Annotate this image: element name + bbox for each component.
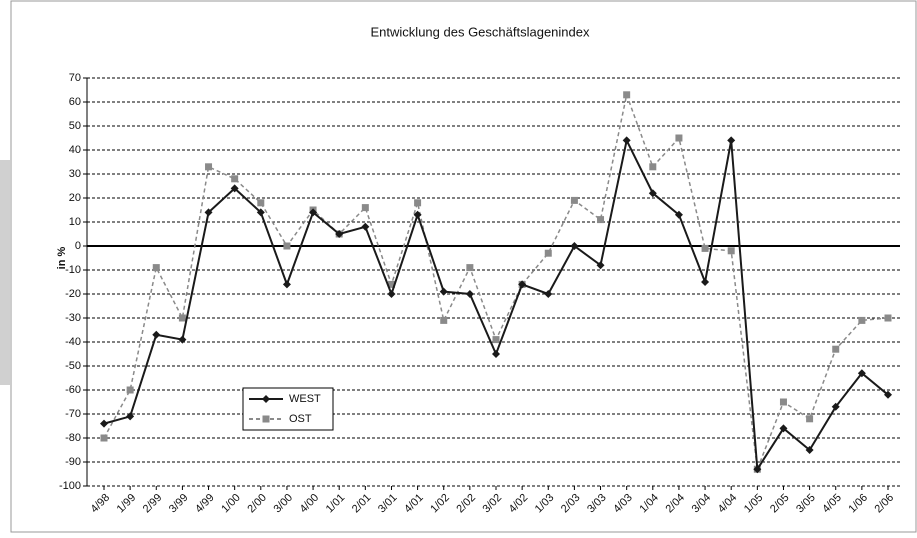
- point: [518, 280, 527, 289]
- point: [387, 280, 395, 288]
- point: [126, 386, 134, 394]
- legend-label: WEST: [289, 393, 321, 405]
- side-bar: [0, 160, 10, 385]
- point: [727, 247, 735, 255]
- point: [544, 290, 553, 298]
- point: [884, 314, 892, 322]
- point: [492, 336, 500, 344]
- point: [832, 345, 840, 353]
- point: [309, 208, 318, 217]
- point: [414, 199, 422, 207]
- point: [858, 316, 866, 324]
- point: [806, 415, 814, 423]
- y-tick-label: 60: [69, 96, 81, 108]
- point: [282, 280, 291, 289]
- y-tick-label: -30: [65, 312, 81, 324]
- point: [152, 330, 161, 339]
- point: [623, 91, 631, 99]
- point: [779, 424, 788, 433]
- point: [492, 350, 500, 358]
- point: [465, 290, 474, 298]
- y-tick-label: 0: [75, 240, 81, 252]
- y-tick-label: 70: [69, 72, 81, 84]
- point: [262, 395, 270, 403]
- point: [230, 184, 239, 193]
- y-tick-label: 20: [69, 192, 81, 204]
- point: [100, 419, 108, 428]
- y-tick-label: 40: [69, 144, 81, 156]
- point: [570, 242, 579, 250]
- point: [178, 335, 187, 344]
- y-tick-label: -90: [65, 456, 81, 468]
- y-tick-label: -20: [65, 288, 81, 300]
- legend-label: OST: [289, 413, 312, 425]
- point: [649, 163, 657, 171]
- point: [622, 136, 631, 145]
- point: [597, 216, 605, 224]
- point: [256, 208, 265, 217]
- y-axis-label: in %: [56, 246, 68, 269]
- point: [779, 398, 787, 406]
- point: [701, 278, 710, 286]
- point: [205, 163, 213, 171]
- y-tick-label: 10: [69, 216, 81, 228]
- point: [257, 199, 265, 207]
- point: [466, 264, 474, 272]
- y-tick-label: -40: [65, 336, 81, 348]
- point: [335, 230, 344, 238]
- point: [361, 204, 369, 212]
- point: [544, 249, 552, 257]
- point: [648, 189, 657, 198]
- point: [805, 446, 814, 454]
- frame: [10, 0, 917, 533]
- y-tick-label: 50: [69, 120, 81, 132]
- point: [100, 434, 108, 442]
- point: [727, 136, 736, 145]
- point: [753, 465, 762, 474]
- point: [884, 390, 892, 399]
- point: [831, 402, 840, 411]
- point: [440, 316, 448, 324]
- point: [570, 196, 578, 204]
- y-tick-label: -60: [65, 384, 81, 396]
- point: [152, 264, 160, 272]
- y-tick-label: -10: [65, 264, 81, 276]
- point: [361, 222, 370, 231]
- point: [262, 415, 270, 423]
- y-tick-label: -50: [65, 360, 81, 372]
- point: [701, 244, 709, 252]
- chart-title: Entwicklung des Geschäftslagenindex: [371, 24, 590, 39]
- point: [126, 412, 135, 421]
- y-tick-label: -100: [59, 480, 81, 492]
- point: [178, 314, 186, 322]
- point: [596, 261, 605, 270]
- y-tick-label: -70: [65, 408, 81, 420]
- point: [674, 210, 683, 219]
- legend-box: [242, 387, 334, 431]
- point: [857, 369, 866, 378]
- point: [413, 210, 422, 219]
- point: [675, 134, 683, 142]
- point: [204, 208, 213, 217]
- point: [439, 287, 448, 296]
- point: [283, 242, 291, 250]
- point: [231, 175, 239, 183]
- y-tick-label: -80: [65, 432, 81, 444]
- y-tick-label: 30: [69, 168, 81, 180]
- point: [387, 290, 396, 298]
